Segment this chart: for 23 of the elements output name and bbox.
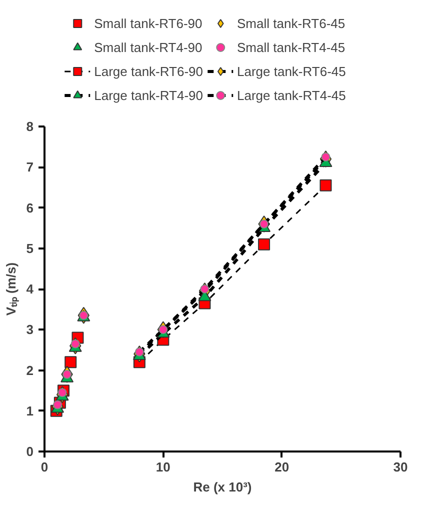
y-tick-label: 3: [26, 322, 34, 338]
legend-label: Small tank-RT4-90: [94, 40, 202, 54]
y-tick-label: 1: [26, 403, 34, 418]
legend-label: Large tank-RT6-45: [237, 64, 346, 78]
y-tick-label: 7: [26, 160, 34, 175]
legend-label: Small tank-RT4-45: [237, 40, 346, 54]
y-tick-label: 8: [26, 119, 34, 134]
y-tick-label: 2: [26, 362, 34, 378]
x-tick-label: 10: [156, 460, 170, 474]
y-tick-label: 6: [26, 200, 34, 216]
x-tick-label: 30: [393, 460, 408, 474]
x-axis-title: Re (x 10³): [193, 480, 252, 494]
x-tick-label: 0: [40, 460, 48, 474]
legend-label: Large tank-RT4-45: [237, 88, 346, 102]
legend-label: Small tank-RT6-45: [237, 16, 346, 30]
legend-label: Small tank-RT6-90: [94, 16, 202, 30]
x-tick-label: 20: [274, 460, 290, 474]
y-tick-label: 4: [26, 282, 34, 296]
y-tick-label: 5: [26, 240, 34, 256]
legend-label: Large tank-RT4-90: [94, 88, 203, 102]
legend-label: Large tank-RT6-90: [94, 64, 203, 78]
y-axis-title: Vₜᵢₚ (m/s): [3, 262, 20, 316]
y-tick-label: 0: [26, 444, 34, 459]
